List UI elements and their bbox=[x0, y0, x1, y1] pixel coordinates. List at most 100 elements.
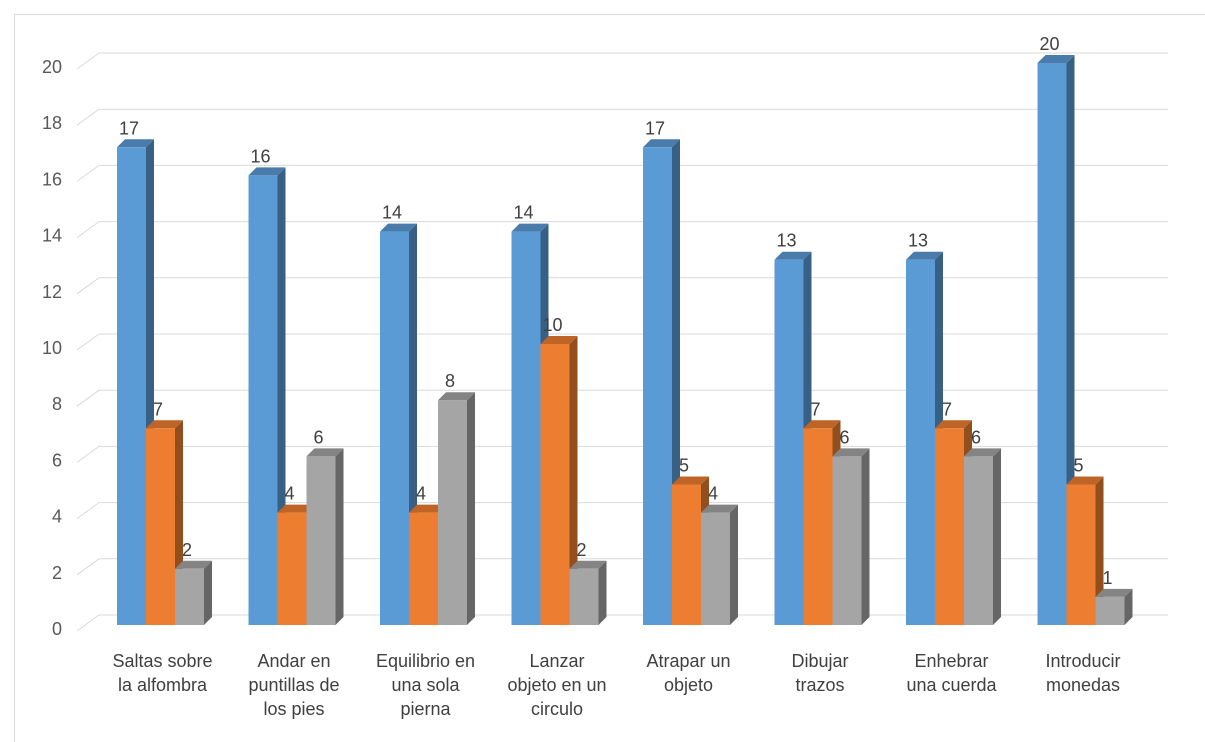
bar-top bbox=[906, 251, 943, 260]
x-category-label: Lanzar objeto en un circulo bbox=[507, 651, 606, 719]
data-label: 4 bbox=[708, 484, 718, 504]
bar bbox=[832, 456, 862, 625]
bar-side bbox=[569, 336, 578, 625]
gridline-slant bbox=[76, 164, 100, 182]
x-category-label-line: una cuerda bbox=[906, 675, 997, 695]
data-label: 17 bbox=[645, 118, 665, 138]
x-category-label-line: puntillas de bbox=[248, 675, 339, 695]
gridline-slant bbox=[76, 389, 100, 407]
x-category-label-line: Introducir bbox=[1045, 651, 1120, 671]
data-label: 5 bbox=[679, 456, 689, 476]
data-label: 6 bbox=[971, 427, 981, 447]
x-category-label-line: Dibujar bbox=[791, 651, 848, 671]
bar-top bbox=[511, 223, 549, 232]
data-label: 13 bbox=[908, 231, 928, 251]
bar-top bbox=[803, 420, 841, 429]
x-category-label: Saltas sobre la alfombra bbox=[112, 651, 212, 695]
bar bbox=[643, 147, 672, 626]
bar bbox=[117, 147, 146, 626]
bar bbox=[409, 512, 438, 625]
x-category-label: Introducir monedas bbox=[1045, 651, 1120, 695]
data-label: 14 bbox=[382, 203, 402, 223]
gridline-slant bbox=[76, 333, 100, 351]
x-category-label-line: Lanzar bbox=[529, 651, 584, 671]
y-tick-label: 0 bbox=[52, 619, 62, 639]
bar-side bbox=[1095, 476, 1104, 625]
bar bbox=[380, 231, 409, 625]
bar-side bbox=[861, 448, 870, 625]
bar bbox=[906, 259, 935, 625]
bar bbox=[701, 512, 730, 625]
data-label: 2 bbox=[576, 540, 586, 560]
bar-top bbox=[277, 504, 315, 513]
data-label: 16 bbox=[250, 146, 270, 166]
bar-side bbox=[204, 560, 212, 625]
x-category-label-line: Saltas sobre bbox=[112, 651, 212, 671]
bar-top bbox=[540, 336, 578, 344]
x-category-label-line: Equilibrio en bbox=[376, 651, 475, 671]
bar bbox=[803, 428, 833, 625]
x-category-label-line: trazos bbox=[795, 675, 844, 695]
data-label: 7 bbox=[942, 399, 952, 419]
gridline-slant bbox=[76, 221, 100, 239]
y-tick-label: 2 bbox=[52, 563, 62, 583]
y-tick-label: 6 bbox=[52, 450, 62, 470]
bar-top bbox=[672, 476, 709, 485]
bar-top bbox=[1066, 476, 1104, 485]
x-category-label-line: la alfombra bbox=[118, 675, 208, 695]
bar-top bbox=[306, 448, 344, 457]
y-tick-label: 4 bbox=[52, 507, 62, 527]
bar bbox=[438, 400, 467, 625]
data-label: 13 bbox=[776, 231, 796, 251]
bar-top bbox=[569, 560, 607, 569]
x-category-label: Dibujar trazos bbox=[791, 651, 848, 695]
bar bbox=[146, 428, 175, 625]
bar bbox=[248, 175, 278, 625]
bar-side bbox=[1124, 588, 1133, 625]
bar bbox=[935, 428, 964, 625]
bar-top bbox=[935, 420, 972, 429]
gridline-slant bbox=[76, 502, 100, 520]
data-label: 6 bbox=[313, 427, 323, 447]
data-label: 17 bbox=[119, 118, 139, 138]
x-category-label-line: una sola bbox=[391, 675, 460, 695]
data-label: 5 bbox=[1073, 456, 1083, 476]
x-category-label-line: circulo bbox=[531, 699, 583, 719]
bar bbox=[672, 484, 701, 625]
bar bbox=[175, 568, 204, 625]
gridline-slant bbox=[76, 277, 100, 295]
data-label: 1 bbox=[1102, 568, 1112, 588]
bar-side bbox=[335, 448, 344, 625]
x-category-label-line: objeto en un bbox=[507, 675, 606, 695]
x-category-label: Enhebrar una cuerda bbox=[906, 651, 997, 695]
bar-top bbox=[380, 223, 417, 232]
bar-top bbox=[1095, 588, 1133, 597]
bar-top bbox=[117, 139, 154, 148]
bar-top bbox=[175, 560, 212, 569]
x-category-label: Atrapar un objeto bbox=[646, 651, 730, 695]
gridline-slant bbox=[76, 52, 100, 70]
bar-top bbox=[701, 504, 738, 513]
bar-top bbox=[643, 139, 680, 148]
data-label: 4 bbox=[284, 484, 294, 504]
x-axis: Saltas sobre la alfombra Andar en puntillas… bbox=[112, 651, 1120, 719]
bar bbox=[540, 344, 570, 625]
gridlines bbox=[76, 52, 1168, 632]
data-label: 4 bbox=[416, 484, 426, 504]
frame-border-top bbox=[14, 14, 1205, 15]
gridline-slant bbox=[76, 108, 100, 126]
bar-top bbox=[438, 392, 475, 401]
x-category-label-line: los pies bbox=[263, 699, 324, 719]
x-category-label: Equilibrio en una sola pierna bbox=[376, 651, 475, 719]
bar-side bbox=[598, 560, 607, 625]
bar-top bbox=[964, 448, 1001, 457]
x-category-label: Andar en puntillas de los pies bbox=[248, 651, 339, 719]
y-tick-label: 10 bbox=[42, 338, 62, 358]
bar bbox=[277, 512, 307, 625]
data-label: 7 bbox=[153, 399, 163, 419]
frame-border-left bbox=[14, 14, 15, 742]
data-label: 14 bbox=[513, 203, 533, 223]
y-tick-label: 18 bbox=[42, 113, 62, 133]
